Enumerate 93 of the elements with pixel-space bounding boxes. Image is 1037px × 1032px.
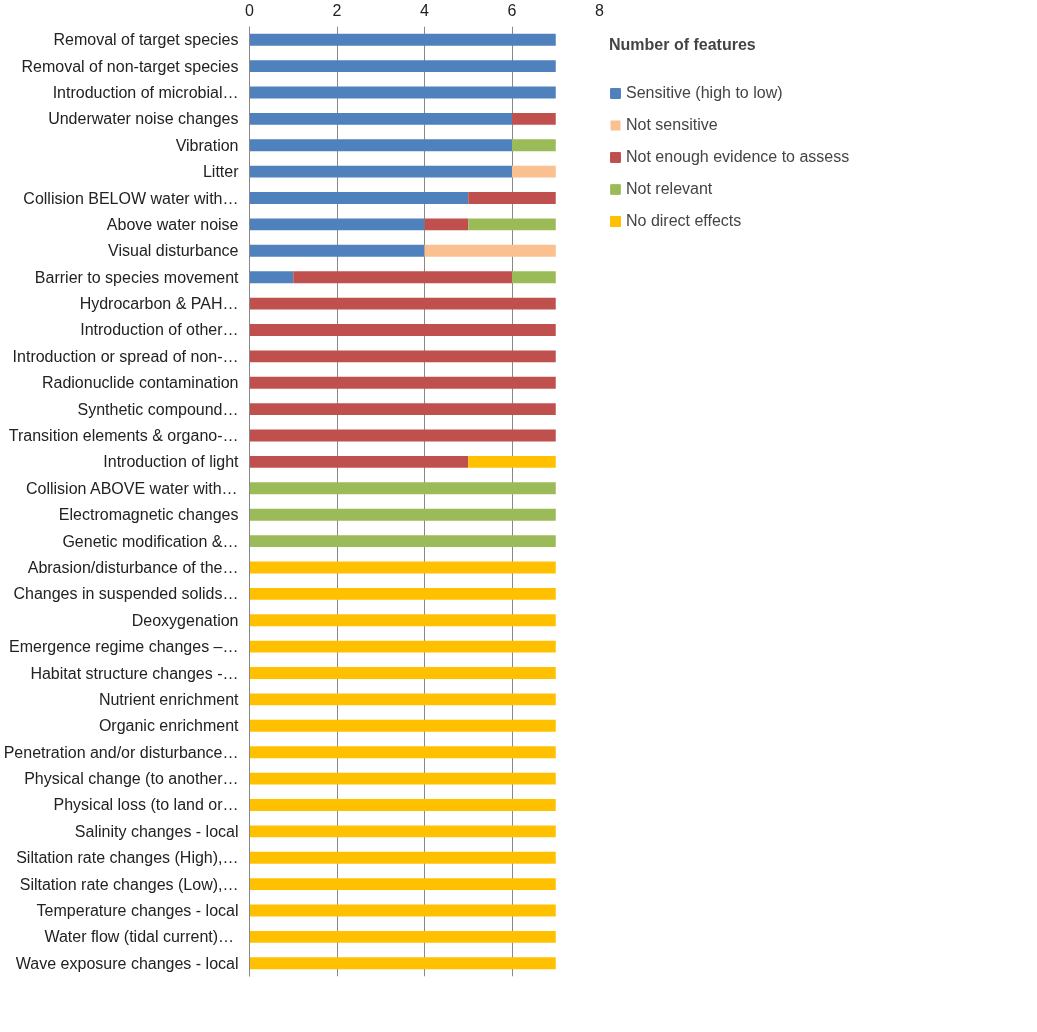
y-tick-label: Penetration and/or disturbance… xyxy=(3,743,239,761)
y-tick-label: Genetic modification &… xyxy=(62,532,239,550)
bar xyxy=(293,271,512,284)
bar xyxy=(468,455,556,468)
bar xyxy=(249,482,556,495)
y-tick-label: Collision ABOVE water with… xyxy=(25,479,238,497)
bar xyxy=(249,165,512,178)
bar xyxy=(468,218,556,231)
y-tick-label: Introduction of microbial… xyxy=(52,83,239,101)
x-tick-label: 6 xyxy=(507,1,517,19)
y-tick-label: Salinity changes - local xyxy=(74,822,239,840)
bar xyxy=(249,587,556,600)
bar xyxy=(424,218,469,231)
bar xyxy=(249,930,556,943)
legend-label: Sensitive (high to low) xyxy=(626,84,783,102)
y-tick-label: Introduction of other… xyxy=(80,321,239,339)
legend-label: Not sensitive xyxy=(626,116,718,134)
bar xyxy=(249,667,556,679)
bar xyxy=(249,535,556,548)
y-tick-label: Vibration xyxy=(175,136,239,154)
legend-title: Number of features xyxy=(609,36,757,54)
y-tick-label: Above water noise xyxy=(106,215,239,233)
y-tick-label: Introduction of light xyxy=(103,453,240,471)
bar xyxy=(512,271,556,284)
bar xyxy=(249,60,556,73)
y-tick-label: Siltation rate changes (Low),… xyxy=(19,875,239,893)
bar xyxy=(249,297,556,310)
y-tick-label: Water flow (tidal current)… xyxy=(44,928,235,946)
y-tick-label: Synthetic compound… xyxy=(77,400,239,418)
bar xyxy=(249,799,556,811)
y-tick-label: Changes in suspended solids… xyxy=(13,585,239,603)
y-tick-label: Collision BELOW water with… xyxy=(23,189,239,207)
y-tick-label: Underwater noise changes xyxy=(48,110,239,128)
legend-label: Not enough evidence to assess xyxy=(626,148,850,166)
bar xyxy=(249,878,556,891)
bar xyxy=(249,561,556,574)
y-tick-label: Transition elements & organo-… xyxy=(8,427,239,445)
y-tick-label: Litter xyxy=(202,163,240,181)
y-tick-label: Organic enrichment xyxy=(98,717,240,735)
y-tick-label: Visual disturbance xyxy=(108,242,239,260)
bar xyxy=(249,271,294,284)
bar xyxy=(249,904,556,917)
legend-label: No direct effects xyxy=(626,212,742,230)
bar xyxy=(249,693,556,706)
bar xyxy=(249,825,556,838)
y-tick-label: Introduction or spread of non-… xyxy=(12,347,239,365)
bar xyxy=(249,324,556,336)
bar xyxy=(249,244,425,257)
bar xyxy=(249,429,556,442)
bar xyxy=(512,112,556,125)
bar xyxy=(249,614,556,627)
bar xyxy=(249,192,469,204)
bar xyxy=(249,719,556,732)
y-tick-label: Deoxygenation xyxy=(131,611,239,629)
bar xyxy=(249,640,556,653)
y-tick-label: Physical change (to another… xyxy=(24,770,239,788)
bar xyxy=(249,350,556,363)
y-tick-label: Physical loss (to land or… xyxy=(53,796,239,814)
x-tick-label: 2 xyxy=(332,1,342,19)
bar xyxy=(249,112,512,125)
y-tick-label: Emergence regime changes –… xyxy=(9,638,239,656)
y-tick-label: Radionuclide contamination xyxy=(41,374,239,392)
x-tick-label: 4 xyxy=(420,1,430,19)
y-tick-label: Habitat structure changes -… xyxy=(30,664,239,682)
y-tick-label: Electromagnetic changes xyxy=(58,506,239,524)
bar xyxy=(249,772,556,785)
bar xyxy=(249,403,556,416)
bar xyxy=(468,192,556,204)
x-tick-label: 8 xyxy=(595,1,605,19)
y-tick-label: Removal of non-target species xyxy=(21,57,239,75)
bar xyxy=(249,851,556,864)
y-tick-label: Temperature changes - local xyxy=(36,902,239,920)
y-tick-label: Barrier to species movement xyxy=(34,268,240,286)
bar xyxy=(249,746,556,759)
x-tick-label: 0 xyxy=(245,1,255,19)
bar xyxy=(249,86,556,99)
bar xyxy=(249,376,556,389)
bar xyxy=(249,33,556,46)
bar xyxy=(424,244,556,257)
bar xyxy=(249,218,425,231)
y-tick-label: Wave exposure changes - local xyxy=(15,954,239,972)
bar xyxy=(249,139,512,152)
bar xyxy=(512,139,556,152)
bar xyxy=(249,957,556,970)
legend-label: Not relevant xyxy=(626,180,713,198)
bar xyxy=(512,165,556,178)
y-tick-label: Removal of target species xyxy=(53,31,239,49)
bar xyxy=(249,508,556,521)
y-tick-label: Hydrocarbon & PAH… xyxy=(79,295,239,313)
y-tick-label: Siltation rate changes (High),… xyxy=(16,849,239,867)
y-tick-label: Abrasion/disturbance of the… xyxy=(27,558,239,576)
y-tick-label: Nutrient enrichment xyxy=(98,690,240,708)
bar xyxy=(249,455,469,468)
